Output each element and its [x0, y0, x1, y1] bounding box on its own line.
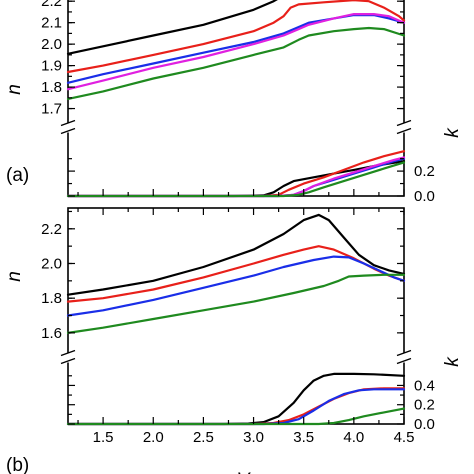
- k-tick-label: 0.0: [414, 188, 435, 205]
- k-tick-label: 0.2: [414, 163, 435, 180]
- panel-b: 1.6 1.8 2.0 2.2 0.0 0.2 0.4 1.5 2.0 2.5 3.0 3.5 4.0 4…: [4, 207, 463, 474]
- axis-break-gap: [62, 122, 74, 133]
- n-tick-label: 2.2: [41, 0, 62, 10]
- n-axis-title: n: [4, 271, 25, 282]
- x-tick-label: 3.0: [243, 429, 264, 446]
- k-tick-label: 0.4: [414, 377, 435, 394]
- panel-label: (b): [6, 455, 29, 474]
- n-curve-4: [66, 273, 406, 334]
- n-curve-5: [66, 26, 406, 101]
- axis-break-gap: [398, 122, 410, 133]
- n-tick-label: 1.8: [41, 290, 62, 307]
- k-axis-title: k: [442, 127, 463, 138]
- k-curve-1: [66, 372, 406, 426]
- panel-label: (a): [6, 165, 29, 186]
- k-tick-label: 0.2: [414, 397, 435, 414]
- n-tick-label: 1.6: [41, 325, 62, 342]
- n-tick-label: 1.9: [41, 58, 62, 75]
- n-tick-label: 2.1: [41, 15, 62, 32]
- axis-break-mark: [396, 357, 412, 365]
- x-tick-label: 4.5: [394, 429, 415, 446]
- axis-break-gap: [398, 352, 410, 363]
- x-tick-label: 2.5: [193, 429, 214, 446]
- n-curve-1: [66, 213, 406, 296]
- k-curve-4: [66, 407, 406, 426]
- n-curve-2: [66, 0, 406, 74]
- x-axis-title: V: [237, 470, 252, 474]
- panel-a: 1.7 1.8 1.9 2.0 2.1 2.2 0.0 0.2 n k (a): [4, 0, 463, 205]
- n-tick-label: 2.0: [41, 255, 62, 272]
- axis-break-mark: [60, 119, 76, 127]
- x-tick-label: 3.5: [293, 429, 314, 446]
- n-axis-title: n: [4, 84, 25, 95]
- n-tick-label: 2.2: [41, 221, 62, 238]
- n-curve-4: [66, 13, 406, 91]
- axis-break-mark: [60, 127, 76, 135]
- axis-break-mark: [396, 127, 412, 135]
- axis-break-mark: [396, 349, 412, 357]
- x-tick-label: 1.5: [93, 429, 114, 446]
- axis-break-mark: [60, 357, 76, 365]
- n-tick-label: 2.0: [41, 36, 62, 53]
- x-tick-label: 2.0: [143, 429, 164, 446]
- axis-break-mark: [396, 119, 412, 127]
- n-tick-label: 1.8: [41, 79, 62, 96]
- n-curve-1: [66, 0, 278, 55]
- k-curve-5: [66, 161, 406, 198]
- n-tick-label: 1.7: [41, 101, 62, 118]
- n-curve-2: [66, 245, 406, 303]
- n-curve-3: [66, 255, 406, 317]
- k-axis-title: k: [442, 356, 463, 367]
- k-tick-label: 0.0: [414, 416, 435, 433]
- x-tick-label: 4.0: [343, 429, 364, 446]
- axis-break-gap: [62, 352, 74, 363]
- axis-break-mark: [60, 349, 76, 357]
